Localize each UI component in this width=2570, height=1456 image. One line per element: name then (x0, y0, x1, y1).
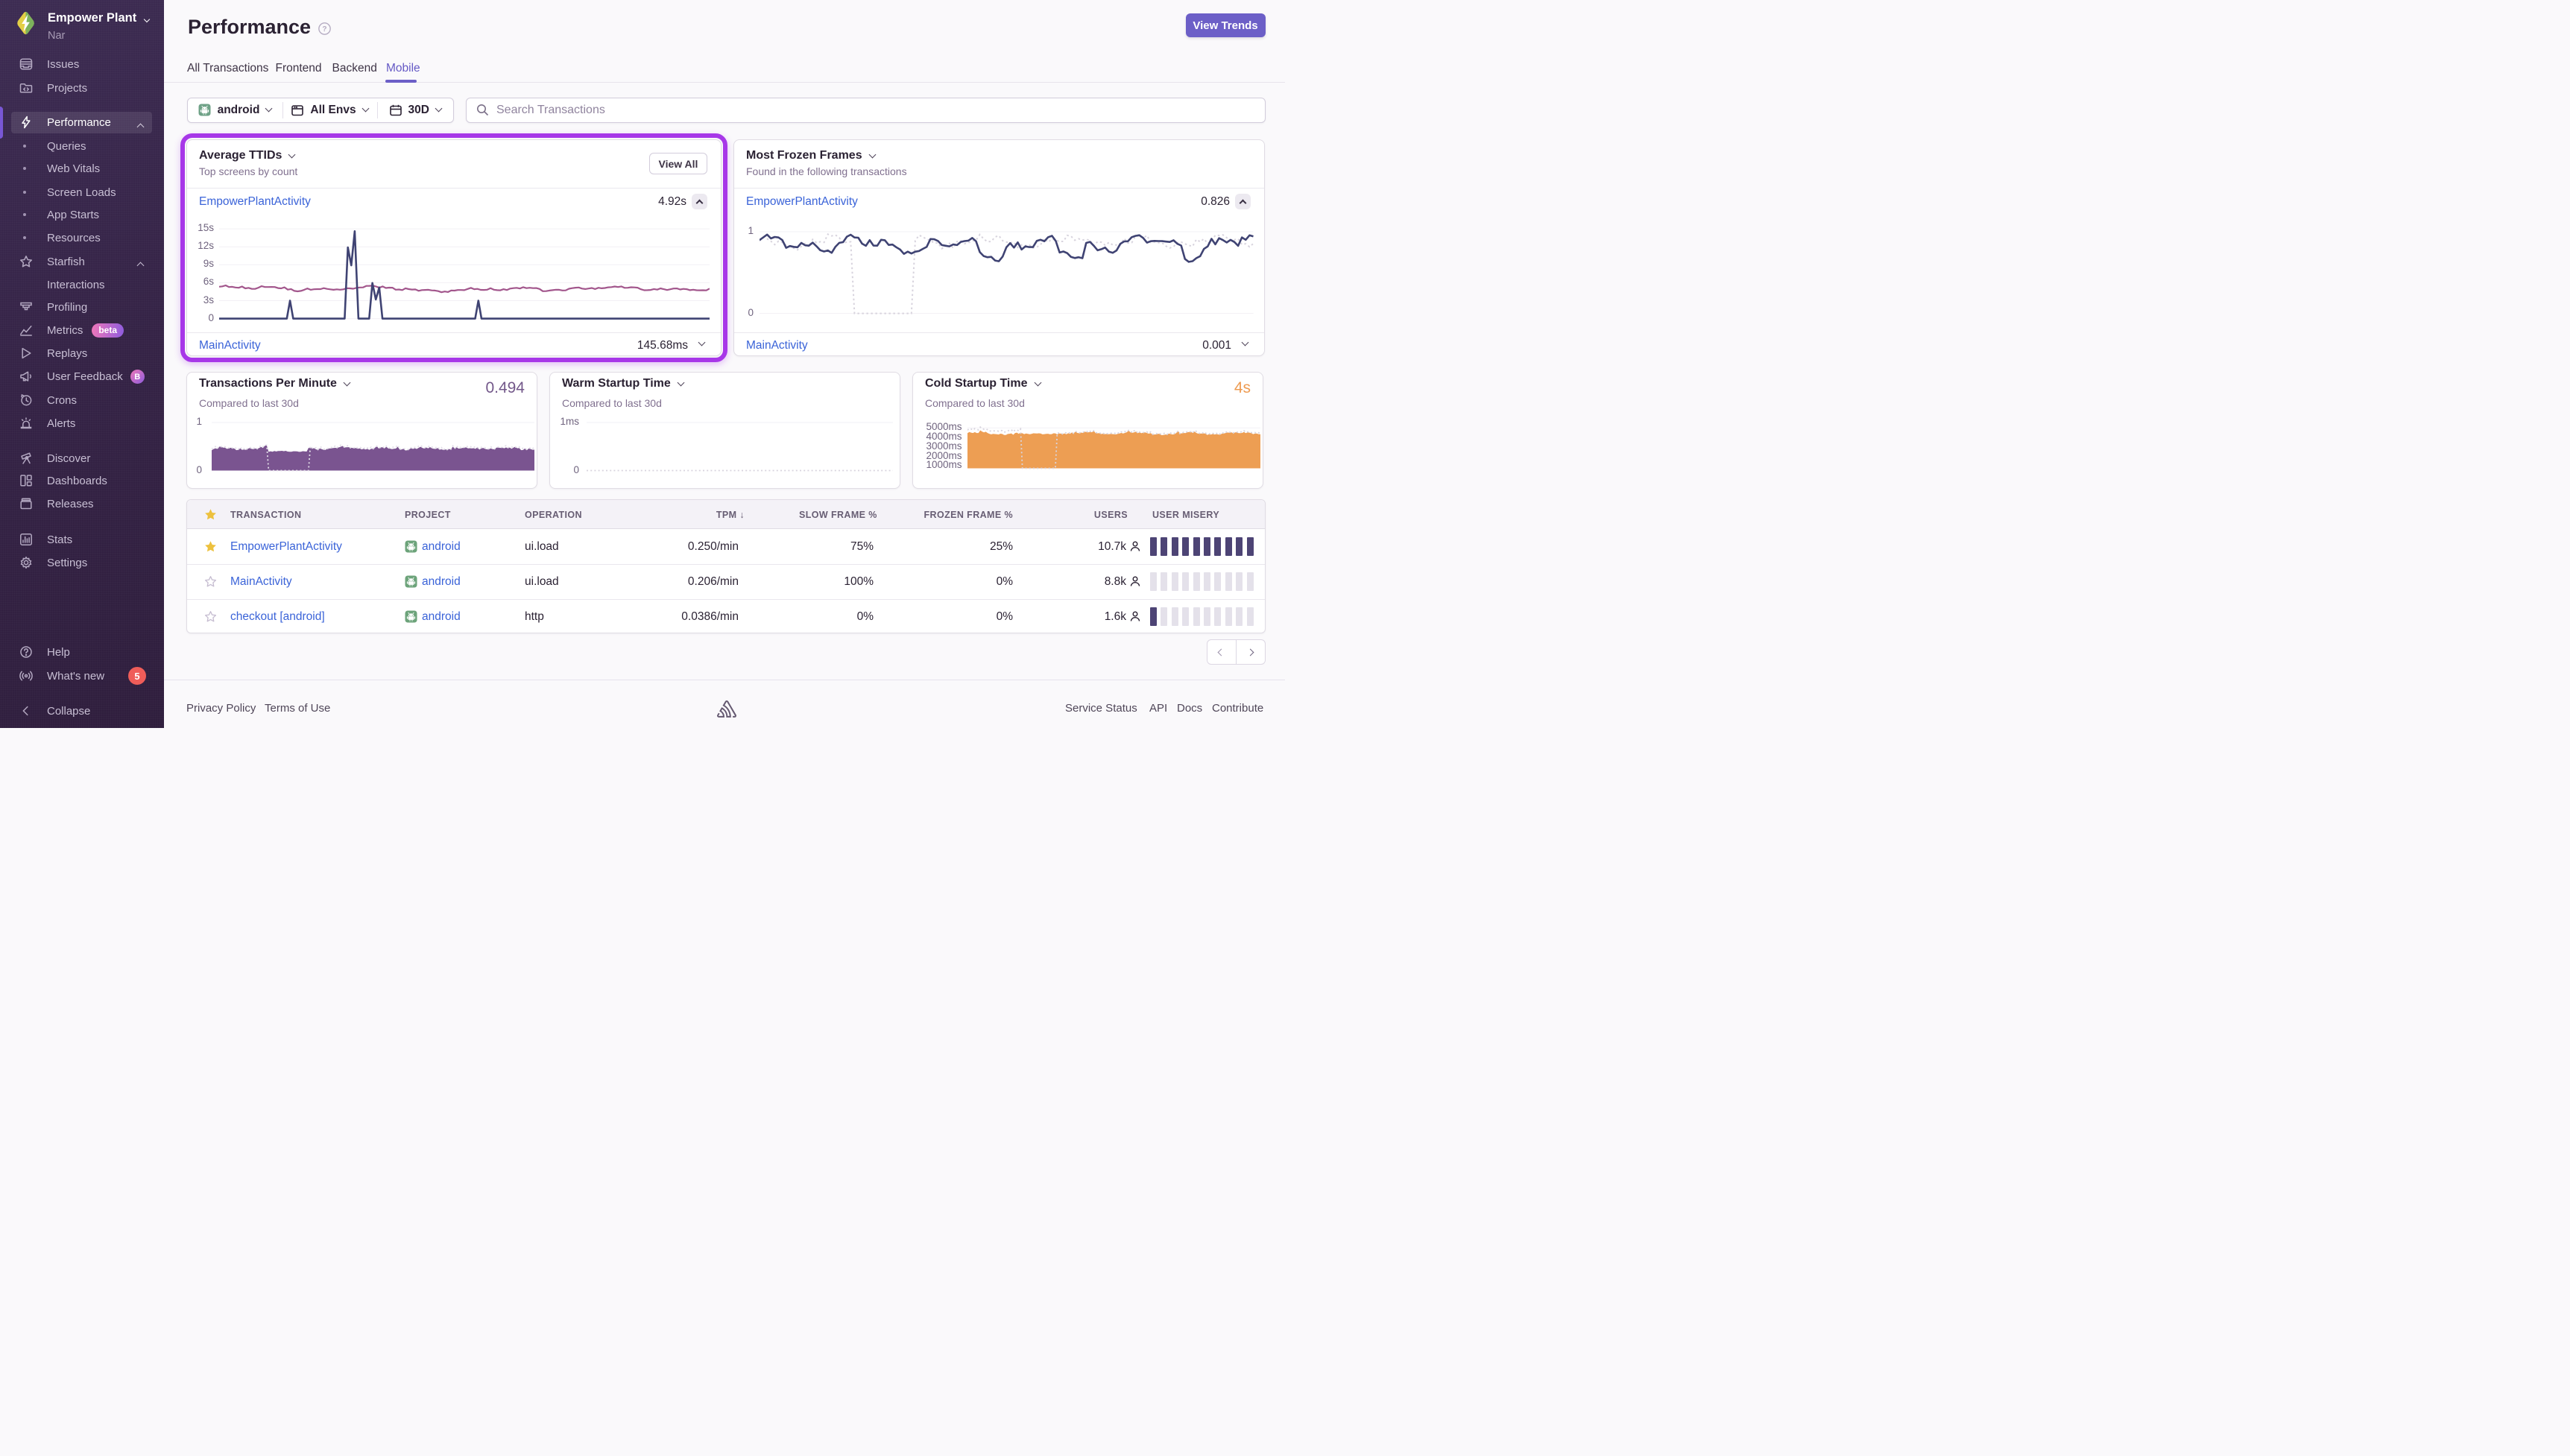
svg-text:?: ? (323, 25, 327, 34)
